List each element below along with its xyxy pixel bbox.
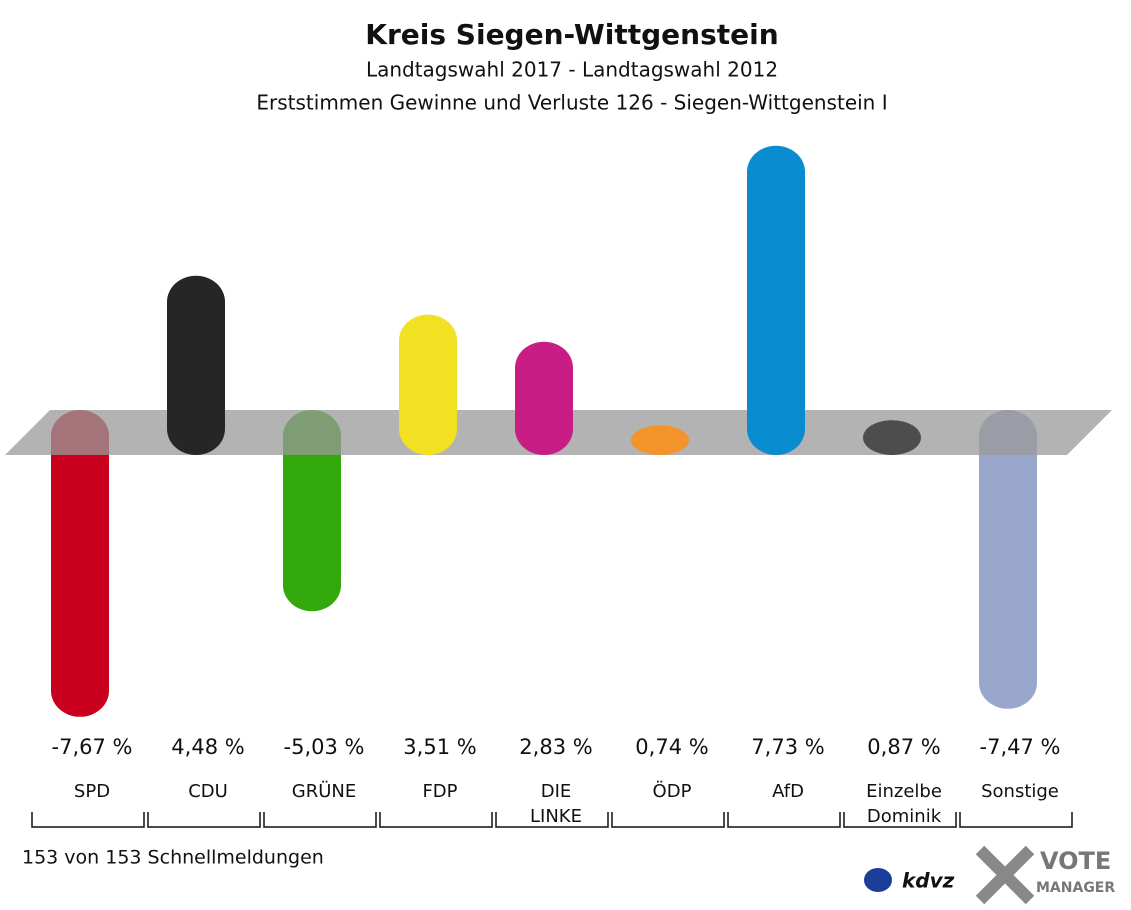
category-bracket: [495, 812, 609, 828]
category-bracket: [147, 812, 261, 828]
category-bracket: [843, 812, 957, 828]
logo-icon: [975, 845, 1035, 905]
footer: 153 von 153 Schnellmeldungen: [22, 847, 324, 869]
bar: [283, 410, 341, 612]
category-bracket: [959, 812, 1073, 828]
x-tick-label: Sonstige: [981, 781, 1059, 802]
value-label: -7,67 %: [52, 735, 133, 759]
x-tick-label: FDP: [422, 781, 457, 802]
bar: [515, 341, 573, 455]
x-tick-label: Einzelbe Dominik: [866, 781, 942, 827]
bar: [167, 275, 225, 455]
value-label: 3,51 %: [403, 735, 476, 759]
logo-icon: [864, 868, 892, 892]
bar: [51, 410, 109, 717]
bar: [979, 410, 1037, 709]
chart-subtitle: Erststimmen Gewinne und Verluste 126 - S…: [256, 91, 887, 115]
value-label: -7,47 %: [980, 735, 1061, 759]
bar: [863, 420, 921, 455]
x-tick-label: SPD: [74, 781, 110, 802]
value-label: 0,87 %: [867, 735, 940, 759]
value-label: 4,48 %: [171, 735, 244, 759]
x-tick-label: GRÜNE: [292, 780, 356, 802]
value-label: 0,74 %: [635, 735, 708, 759]
x-tick-label: CDU: [188, 781, 228, 802]
category-bracket: [611, 812, 725, 828]
chart-subtitle: Landtagswahl 2017 - Landtagswahl 2012: [366, 58, 778, 82]
value-label: -5,03 %: [284, 735, 365, 759]
category-bracket: [379, 812, 493, 828]
chart-title: Kreis Siegen-Wittgenstein: [365, 18, 778, 51]
x-tick-label: DIE LINKE: [530, 781, 582, 827]
bar: [631, 425, 689, 455]
category-bracket: [263, 812, 377, 828]
logo-text: MANAGER: [1036, 880, 1115, 896]
logo-text: kdvz: [902, 869, 955, 893]
bar: [747, 145, 805, 456]
category-bracket: [31, 812, 145, 828]
value-label: 7,73 %: [751, 735, 824, 759]
x-tick-label: AfD: [772, 781, 804, 802]
category-bracket: [727, 812, 841, 828]
x-tick-label: ÖDP: [653, 780, 692, 802]
bar: [399, 314, 457, 455]
logo-text: VOTE: [1040, 847, 1111, 875]
value-label: 2,83 %: [519, 735, 592, 759]
